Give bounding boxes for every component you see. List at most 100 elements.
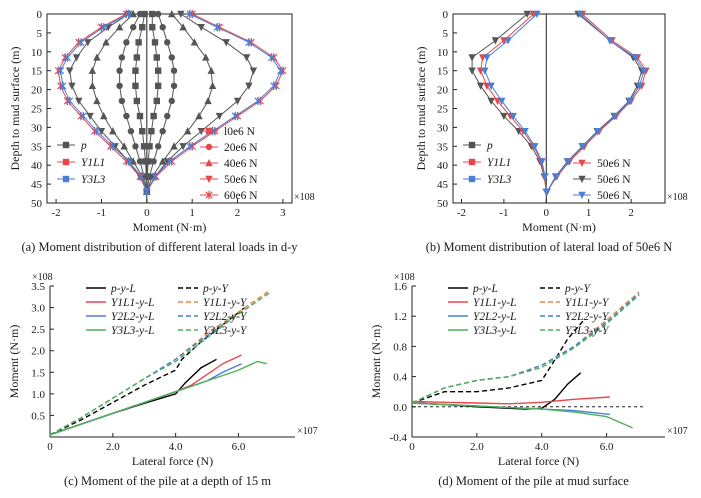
chart-d: -0.4 0.0 0.4 0.8 1.2 1.6 0 2.0 4.0 6.0 Lateral for… (369, 272, 688, 488)
x-tick-label: -1 (499, 207, 508, 219)
data-point (267, 53, 276, 62)
legend-label: p (486, 140, 493, 152)
data-point (109, 127, 117, 135)
x-axis-label: Lateral force (N) (132, 454, 213, 468)
y-tick-label: 1.2 (393, 311, 407, 323)
x-tick-label: -2 (457, 207, 466, 219)
data-point (202, 53, 210, 61)
data-point (183, 127, 192, 135)
data-point (132, 67, 139, 74)
x-tick-label: 0 (409, 441, 415, 453)
data-point (504, 37, 512, 45)
y-tick-label: 25 (437, 104, 449, 116)
y-tick-label: 2.0 (31, 346, 45, 358)
data-point (102, 38, 110, 46)
data-point (190, 38, 199, 46)
legend-label: Y3L3-y-Y (203, 325, 248, 337)
y-axis-label: Moment (N·m) (7, 325, 21, 399)
data-point (154, 143, 162, 150)
legend-marker (578, 159, 586, 167)
data-point (164, 39, 171, 46)
legend-label: p-y-Y (564, 283, 592, 295)
legend-marker (578, 191, 586, 199)
y-tick-label: 3.0 (31, 303, 45, 315)
data-point (100, 23, 108, 32)
x-tick-label: 3 (280, 207, 286, 219)
data-point (491, 37, 500, 45)
data-point (631, 54, 640, 62)
data-point (468, 54, 476, 62)
legend-marker (205, 175, 213, 183)
y-tick-label: -0.4 (390, 432, 408, 444)
y-tick-label: 1.6 (393, 281, 407, 293)
chart-caption: (c) Moment of the pile at a depth of 15 … (64, 474, 271, 488)
y-tick-label: 5 (443, 28, 449, 40)
data-point (606, 37, 614, 45)
legend-label: 40e6 N (224, 158, 258, 170)
y-tick-label: 50 (437, 198, 449, 210)
data-point (611, 112, 619, 121)
data-point (164, 112, 171, 120)
x-axis-label: Lateral force (N) (498, 454, 579, 468)
data-point (133, 54, 141, 61)
legend-marker (468, 175, 476, 183)
legend-marker (205, 159, 213, 167)
y-tick-label: 0.5 (31, 410, 45, 422)
x-tick-label: -1 (97, 207, 106, 219)
legend-marker (468, 141, 476, 149)
data-point (531, 143, 539, 151)
series-line (546, 13, 643, 192)
data-point (123, 39, 130, 46)
data-point (136, 10, 144, 18)
y-tick-label: 10 (437, 47, 449, 59)
data-point (75, 97, 83, 105)
data-point (170, 82, 178, 90)
x-tick-label: 4.0 (169, 441, 183, 453)
y-tick-label: 40 (437, 160, 449, 172)
data-point (487, 82, 495, 90)
x-tick-label: 0 (47, 441, 53, 453)
data-point (63, 53, 72, 62)
x-tick-label: 1 (189, 207, 195, 219)
y-tick-label: 10 (31, 47, 43, 59)
data-point (542, 188, 550, 196)
data-point (594, 127, 602, 136)
data-point (640, 67, 648, 75)
data-point (150, 112, 157, 120)
data-point (538, 158, 546, 166)
data-point (249, 67, 258, 75)
legend-label: Y1L1-y-L (473, 297, 516, 309)
data-point (170, 142, 178, 150)
data-point (213, 23, 221, 32)
y-tick-label: 45 (31, 179, 43, 191)
legend-marker (62, 141, 70, 149)
series-line (49, 291, 271, 436)
legend-label: 20e6 N (224, 142, 258, 154)
data-point (59, 81, 67, 91)
legend-label: Y3L3 (487, 174, 512, 186)
data-point (133, 97, 141, 105)
data-point (207, 66, 215, 74)
data-point (476, 82, 485, 90)
data-point (118, 54, 126, 61)
legend-label: Y3L3 (81, 174, 106, 186)
x-tick-label: 6.0 (232, 441, 246, 453)
legend-marker (205, 143, 213, 151)
y-tick-label: 20 (31, 85, 43, 97)
data-point (215, 112, 224, 121)
y-tick-label: 30 (31, 122, 43, 134)
data-point (165, 157, 174, 166)
data-point (115, 23, 124, 31)
y-multiplier: ×108 (32, 272, 53, 283)
series-line (411, 402, 633, 429)
data-point (498, 97, 506, 105)
series-line (411, 319, 585, 404)
legend-marker (62, 158, 70, 166)
data-point (533, 10, 541, 18)
series-line (49, 360, 267, 436)
data-point (521, 127, 529, 136)
legend-label: p-y-L (472, 283, 498, 295)
legend-label: Y1L1-y-L (111, 297, 154, 309)
data-point (170, 67, 178, 74)
y-tick-label: 2.5 (31, 324, 45, 336)
